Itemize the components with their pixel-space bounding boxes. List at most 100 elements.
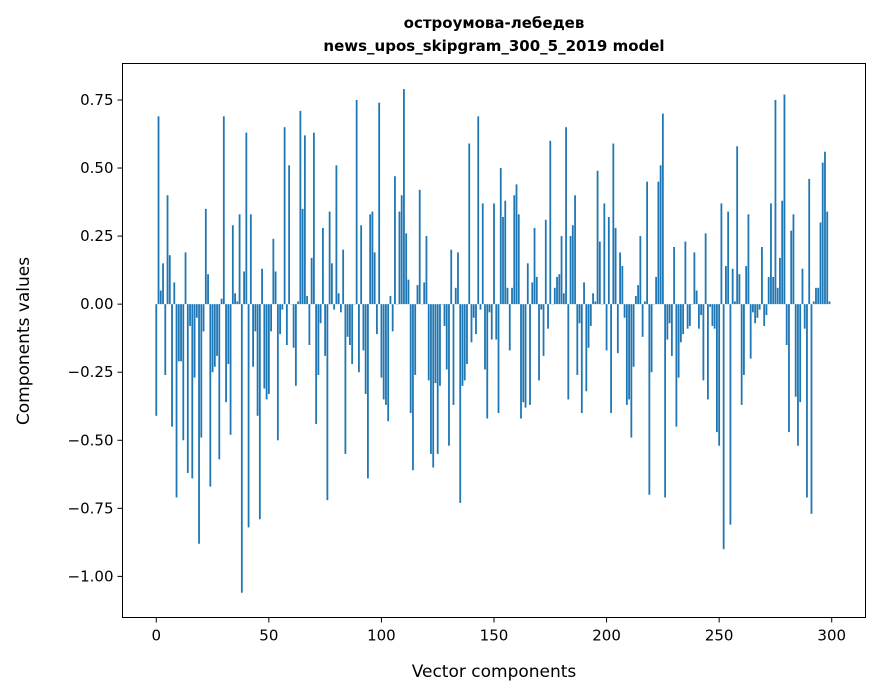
bar-component-288 <box>803 304 806 329</box>
bar-component-119 <box>423 282 426 305</box>
bar-component-84 <box>344 304 347 454</box>
bar-component-145 <box>481 203 484 305</box>
bar-component-54 <box>276 304 279 441</box>
bar-component-247 <box>711 304 714 326</box>
bar-component-209 <box>625 304 628 405</box>
y-tick-label: 0.50 <box>80 159 113 177</box>
bar-component-286 <box>799 304 802 403</box>
bar-component-253 <box>725 266 727 305</box>
bar-component-124 <box>434 304 437 384</box>
bar-component-204 <box>614 227 617 305</box>
bar-component-40 <box>245 132 248 305</box>
bar-component-194 <box>592 293 594 305</box>
bar-component-187 <box>576 304 579 375</box>
bar-component-5 <box>166 195 169 305</box>
bar-component-158 <box>511 287 513 305</box>
bar-component-11 <box>180 304 182 362</box>
bar-component-106 <box>394 176 396 305</box>
bar-component-206 <box>619 252 621 305</box>
bar-component-17 <box>193 304 196 378</box>
bar-component-277 <box>779 257 781 305</box>
bar-component-212 <box>632 304 635 367</box>
bar-component-91 <box>360 225 363 305</box>
bar-component-149 <box>490 304 493 340</box>
bar-component-97 <box>373 252 376 305</box>
bar-component-164 <box>524 304 527 408</box>
bar-component-271 <box>765 304 768 316</box>
bar-component-269 <box>761 246 763 305</box>
bar-component-31 <box>225 304 227 403</box>
x-tick-label: 50 <box>259 627 278 645</box>
bar-component-85 <box>346 304 349 337</box>
bar-component-184 <box>569 236 572 305</box>
bar-component-285 <box>797 304 799 446</box>
bar-component-6 <box>168 255 171 305</box>
bar-component-188 <box>578 304 581 324</box>
bar-component-263 <box>747 214 750 305</box>
bar-component-147 <box>486 304 489 419</box>
bar-component-58 <box>285 304 288 345</box>
bar-component-25 <box>211 304 214 373</box>
bar-component-230 <box>673 246 676 305</box>
bar-component-146 <box>484 304 486 370</box>
bar-component-104 <box>389 295 392 305</box>
bar-component-21 <box>202 304 205 332</box>
bar-component-282 <box>790 230 793 305</box>
bar-component-12 <box>182 304 185 441</box>
bar-component-113 <box>409 304 412 414</box>
bar-component-229 <box>670 304 673 356</box>
bar-component-148 <box>488 304 491 313</box>
bar-component-138 <box>466 304 468 365</box>
bar-component-103 <box>387 304 390 422</box>
bar-component-203 <box>612 143 615 305</box>
bar-component-297 <box>824 151 826 305</box>
bar-component-150 <box>493 203 495 305</box>
bar-component-237 <box>688 304 691 326</box>
bar-component-122 <box>430 304 432 454</box>
bars-group <box>155 89 831 593</box>
bar-component-93 <box>364 304 367 394</box>
bar-component-18 <box>195 304 198 318</box>
bar-component-228 <box>668 304 671 324</box>
bar-component-132 <box>452 304 455 405</box>
bar-component-126 <box>439 304 441 386</box>
bar-component-51 <box>270 304 273 332</box>
bar-component-48 <box>263 304 266 389</box>
bar-component-24 <box>209 304 212 487</box>
bar-component-202 <box>610 304 612 414</box>
bar-component-110 <box>403 89 405 305</box>
bar-component-214 <box>637 285 639 305</box>
bar-component-159 <box>513 195 516 305</box>
bar-component-215 <box>639 236 642 305</box>
bar-component-211 <box>630 304 633 438</box>
bar-component-245 <box>706 304 709 400</box>
bar-component-219 <box>648 304 651 495</box>
bar-component-231 <box>675 304 678 427</box>
bar-component-284 <box>794 304 797 397</box>
bar-component-78 <box>330 263 333 305</box>
bar-component-139 <box>468 143 471 305</box>
bar-component-190 <box>583 282 585 305</box>
bar-component-140 <box>470 304 473 343</box>
bar-component-100 <box>380 304 383 378</box>
bar-component-224 <box>659 165 662 305</box>
bar-component-0 <box>155 304 158 416</box>
bar-component-169 <box>535 276 538 305</box>
bar-component-186 <box>574 195 576 305</box>
bar-component-73 <box>319 304 322 324</box>
bar-component-162 <box>520 304 522 419</box>
bar-component-20 <box>200 304 203 438</box>
chart-title-line2: news_upos_skipgram_300_5_2019 model <box>323 37 664 55</box>
x-tick-label: 100 <box>367 627 396 645</box>
y-axis-ticks: 0.75 0.50 0.25 0.00 −0.25 −0.50 −0.75 −1.00 <box>68 91 123 585</box>
bar-component-131 <box>450 249 453 305</box>
bar-component-133 <box>454 287 457 305</box>
bar-component-208 <box>623 304 626 318</box>
bar-component-292 <box>812 301 815 305</box>
bar-component-223 <box>657 181 660 305</box>
bar-component-28 <box>218 304 221 460</box>
bar-component-36 <box>236 301 239 305</box>
bar-component-293 <box>815 287 817 305</box>
bar-component-102 <box>385 304 387 405</box>
bar-component-90 <box>358 304 360 373</box>
